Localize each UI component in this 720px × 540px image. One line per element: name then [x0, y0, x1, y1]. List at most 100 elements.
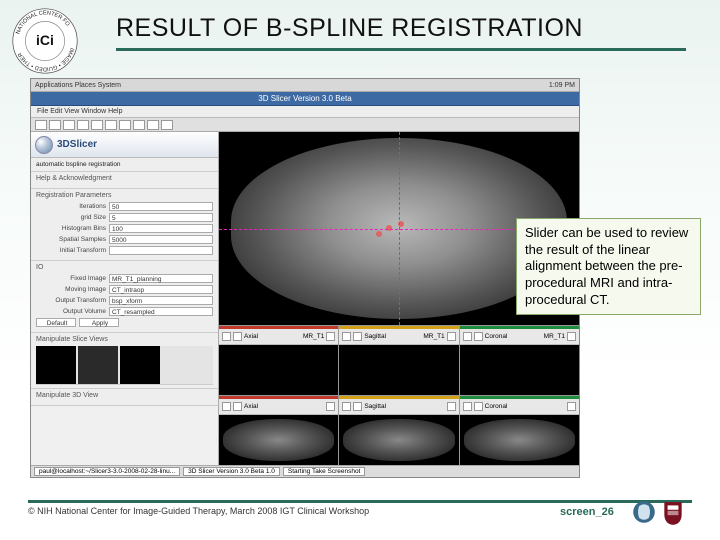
- pane-body: [460, 415, 579, 465]
- panel-3d-view: Manipulate 3D View: [31, 389, 218, 406]
- pane-btn[interactable]: [447, 402, 456, 411]
- field-label: grid Size: [36, 214, 106, 221]
- sponsor-logo-1: [632, 500, 656, 524]
- section-header: IO: [36, 264, 213, 271]
- taskbar-item[interactable]: 3D Slicer Version 3.0 Beta 1.0: [183, 467, 280, 476]
- panel-params: Registration Parameters Iterations50grid…: [31, 189, 218, 261]
- toolbar-button[interactable]: [147, 120, 159, 130]
- app-body: 3DSlicer automatic bspline registration …: [31, 132, 579, 465]
- field-input[interactable]: 5000: [109, 235, 213, 244]
- pane-header: Axial: [219, 399, 338, 415]
- toolbar-button[interactable]: [161, 120, 173, 130]
- panel-section1: Help & Acknowledgment: [31, 172, 218, 189]
- field-label: Iterations: [36, 203, 106, 210]
- toolbar-button[interactable]: [63, 120, 75, 130]
- strip-row: AxialSagittalCoronal: [219, 395, 579, 465]
- viewport-pane[interactable]: CoronalMR_T1: [459, 326, 579, 395]
- strip-row: AxialMR_T1SagittalMR_T1CoronalMR_T1: [219, 325, 579, 395]
- crosshair-v: [399, 132, 400, 325]
- field-label: Output Transform: [36, 297, 106, 304]
- field-input[interactable]: 100: [109, 224, 213, 233]
- ncigt-logo: iCi NATIONAL CENTER FO IMAGE • GUIDED • …: [10, 6, 80, 76]
- left-panel: 3DSlicer automatic bspline registration …: [31, 132, 219, 465]
- pane-btn[interactable]: [326, 402, 335, 411]
- module-label: automatic bspline registration: [36, 161, 213, 168]
- section-header: Manipulate 3D View: [36, 392, 213, 399]
- svg-text:iCi: iCi: [36, 32, 54, 48]
- window-titlebar: 3D Slicer Version 3.0 Beta: [31, 92, 579, 106]
- section-header: Registration Parameters: [36, 192, 213, 199]
- panel-slice-views: Manipulate Slice Views: [31, 333, 218, 389]
- toolbar-button[interactable]: [91, 120, 103, 130]
- field-label: Fixed Image: [36, 275, 106, 282]
- pane-header: CoronalMR_T1: [460, 329, 579, 345]
- field-input[interactable]: MR_T1_planning: [109, 274, 213, 283]
- desktop-menus: Applications Places System: [35, 82, 121, 89]
- section-header: Manipulate Slice Views: [36, 336, 213, 343]
- field-input[interactable]: CT_resampled: [109, 307, 213, 316]
- pane-body: [339, 345, 458, 395]
- pane-btn[interactable]: [222, 332, 231, 341]
- taskbar-item[interactable]: Starting Take Screenshot: [283, 467, 366, 476]
- slicer-icon: [35, 136, 53, 154]
- pane-btn[interactable]: [474, 332, 483, 341]
- field-input[interactable]: 5: [109, 213, 213, 222]
- pane-header: Sagittal: [339, 399, 458, 415]
- toolbar-button[interactable]: [49, 120, 61, 130]
- field-label: Initial Transform: [36, 247, 106, 254]
- pane-image: [223, 419, 334, 461]
- footer-rule: [28, 500, 692, 503]
- field-label: Output Volume: [36, 308, 106, 315]
- pane-btn[interactable]: [222, 402, 231, 411]
- pane-image: [343, 419, 454, 461]
- thumb[interactable]: [36, 346, 76, 384]
- pane-btn[interactable]: [326, 332, 335, 341]
- slide-number: screen_26: [560, 506, 614, 518]
- thumb[interactable]: [120, 346, 160, 384]
- default-button[interactable]: Default: [36, 318, 76, 327]
- pane-btn[interactable]: [463, 332, 472, 341]
- app-badge: 3DSlicer: [31, 132, 218, 158]
- pane-header: AxialMR_T1: [219, 329, 338, 345]
- apply-button[interactable]: Apply: [79, 318, 119, 327]
- viewport-pane[interactable]: AxialMR_T1: [219, 326, 338, 395]
- field-label: Spatial Samples: [36, 236, 106, 243]
- pane-body: [339, 415, 458, 465]
- title-rule: [116, 48, 686, 51]
- slice-thumbs: [36, 346, 213, 385]
- pane-btn[interactable]: [463, 402, 472, 411]
- field-label: Histogram Bins: [36, 225, 106, 232]
- pane-btn[interactable]: [233, 332, 242, 341]
- viewport-pane[interactable]: Axial: [219, 396, 338, 465]
- toolbar-button[interactable]: [133, 120, 145, 130]
- pane-btn[interactable]: [353, 402, 362, 411]
- field-label: Moving Image: [36, 286, 106, 293]
- pane-btn[interactable]: [233, 402, 242, 411]
- toolbar-button[interactable]: [105, 120, 117, 130]
- desktop-clock: 1:09 PM: [549, 82, 575, 89]
- field-input[interactable]: bsp_xform: [109, 296, 213, 305]
- field-input[interactable]: [109, 246, 213, 255]
- viewport-pane[interactable]: Coronal: [459, 396, 579, 465]
- viewport-pane[interactable]: Sagittal: [338, 396, 458, 465]
- field-input[interactable]: CT_intraop: [109, 285, 213, 294]
- desktop-topbar: Applications Places System 1:09 PM: [31, 79, 579, 92]
- pane-btn[interactable]: [342, 402, 351, 411]
- screenshot: Applications Places System 1:09 PM 3D Sl…: [30, 78, 580, 478]
- thumb[interactable]: [78, 346, 118, 384]
- pane-btn[interactable]: [567, 332, 576, 341]
- callout-box: Slider can be used to review the result …: [516, 218, 701, 315]
- toolbar-button[interactable]: [77, 120, 89, 130]
- pane-btn[interactable]: [353, 332, 362, 341]
- viewport-pane[interactable]: SagittalMR_T1: [338, 326, 458, 395]
- field-input[interactable]: 50: [109, 202, 213, 211]
- pane-btn[interactable]: [474, 402, 483, 411]
- pane-btn[interactable]: [567, 402, 576, 411]
- taskbar-item[interactable]: paul@localhost:~/Slicer3-3.0-2008-02-28-…: [34, 467, 180, 476]
- pane-header: SagittalMR_T1: [339, 329, 458, 345]
- toolbar-button[interactable]: [119, 120, 131, 130]
- pane-btn[interactable]: [447, 332, 456, 341]
- toolbar-button[interactable]: [35, 120, 47, 130]
- pane-btn[interactable]: [342, 332, 351, 341]
- panel-help: automatic bspline registration: [31, 158, 218, 172]
